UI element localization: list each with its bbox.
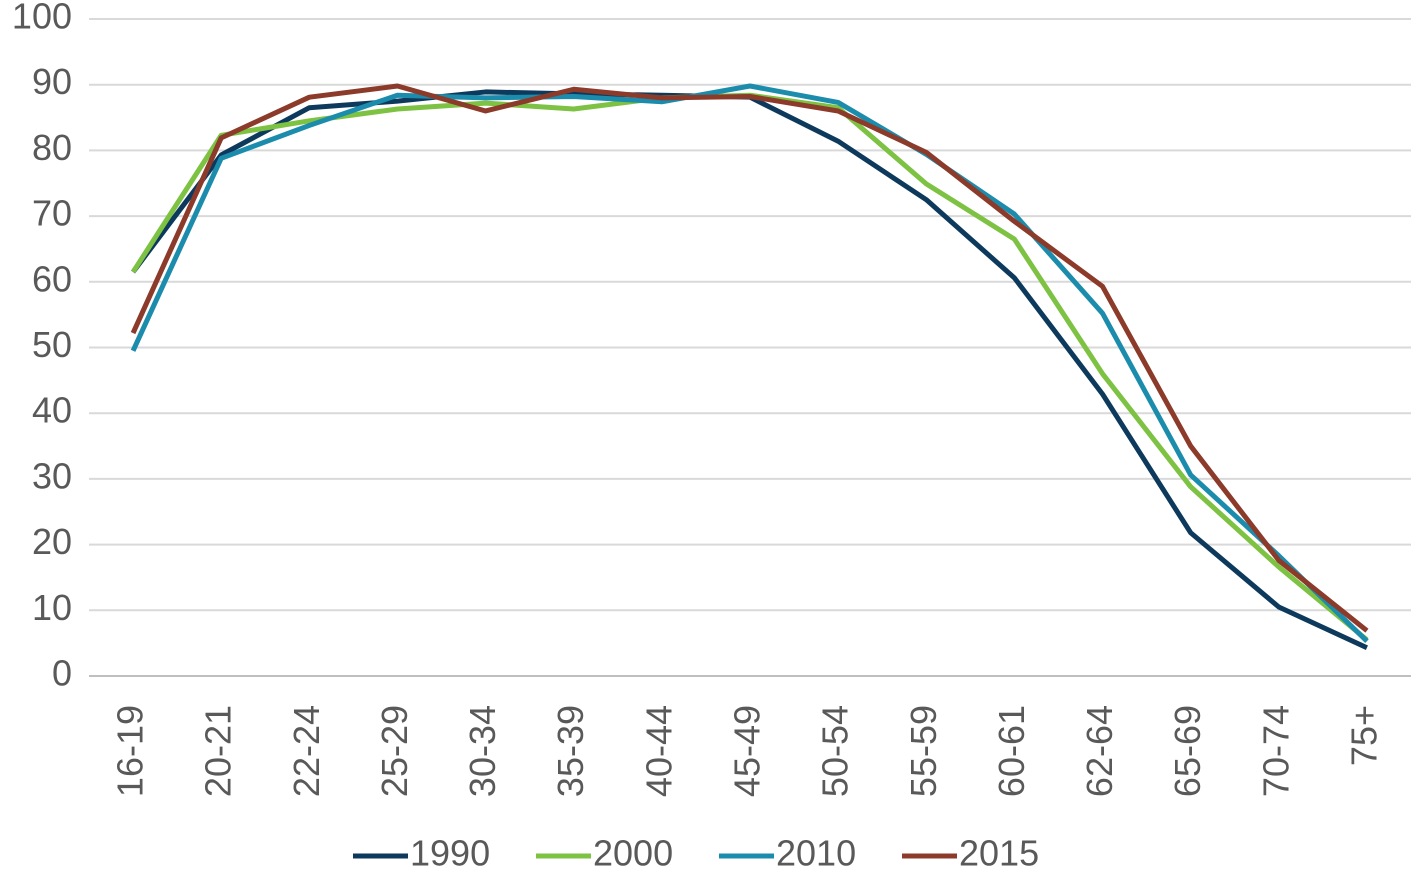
x-tick-label: 65-69 [1167,705,1208,797]
y-tick-label: 20 [32,521,72,562]
legend-label: 2010 [776,833,856,874]
x-tick-label: 25-29 [374,705,415,797]
y-tick-label: 70 [32,193,72,234]
legend-label: 2015 [959,833,1039,874]
series-line [130,83,1369,643]
y-tick-label: 40 [32,390,72,431]
legend-label: 2000 [593,833,673,874]
y-tick-label: 80 [32,127,72,168]
series-line [130,92,1369,642]
x-tick-label: 70-74 [1255,705,1296,797]
x-tick-label: 50-54 [815,705,856,797]
y-tick-label: 90 [32,61,72,102]
x-tick-label: 16-19 [110,705,151,797]
y-tick-label: 100 [12,0,72,37]
x-tick-label: 30-34 [462,705,503,797]
x-tick-label: 62-64 [1079,705,1120,797]
y-tick-label: 60 [32,258,72,299]
series-line [131,89,1368,651]
y-tick-label: 10 [32,587,72,628]
series-line [130,83,1369,633]
y-tick-label: 50 [32,324,72,365]
x-tick-label: 55-59 [903,705,944,797]
x-tick-label: 20-21 [198,705,239,797]
y-tick-label: 0 [52,653,72,694]
x-tick-label: 40-44 [638,705,679,797]
x-tick-label: 35-39 [550,705,591,797]
legend-label: 1990 [410,833,490,874]
x-tick-label: 22-24 [286,705,327,797]
y-tick-label: 30 [32,455,72,496]
x-tick-label: 45-49 [727,705,768,797]
x-tick-label: 60-61 [991,705,1032,797]
x-tick-label: 75+ [1343,705,1384,766]
